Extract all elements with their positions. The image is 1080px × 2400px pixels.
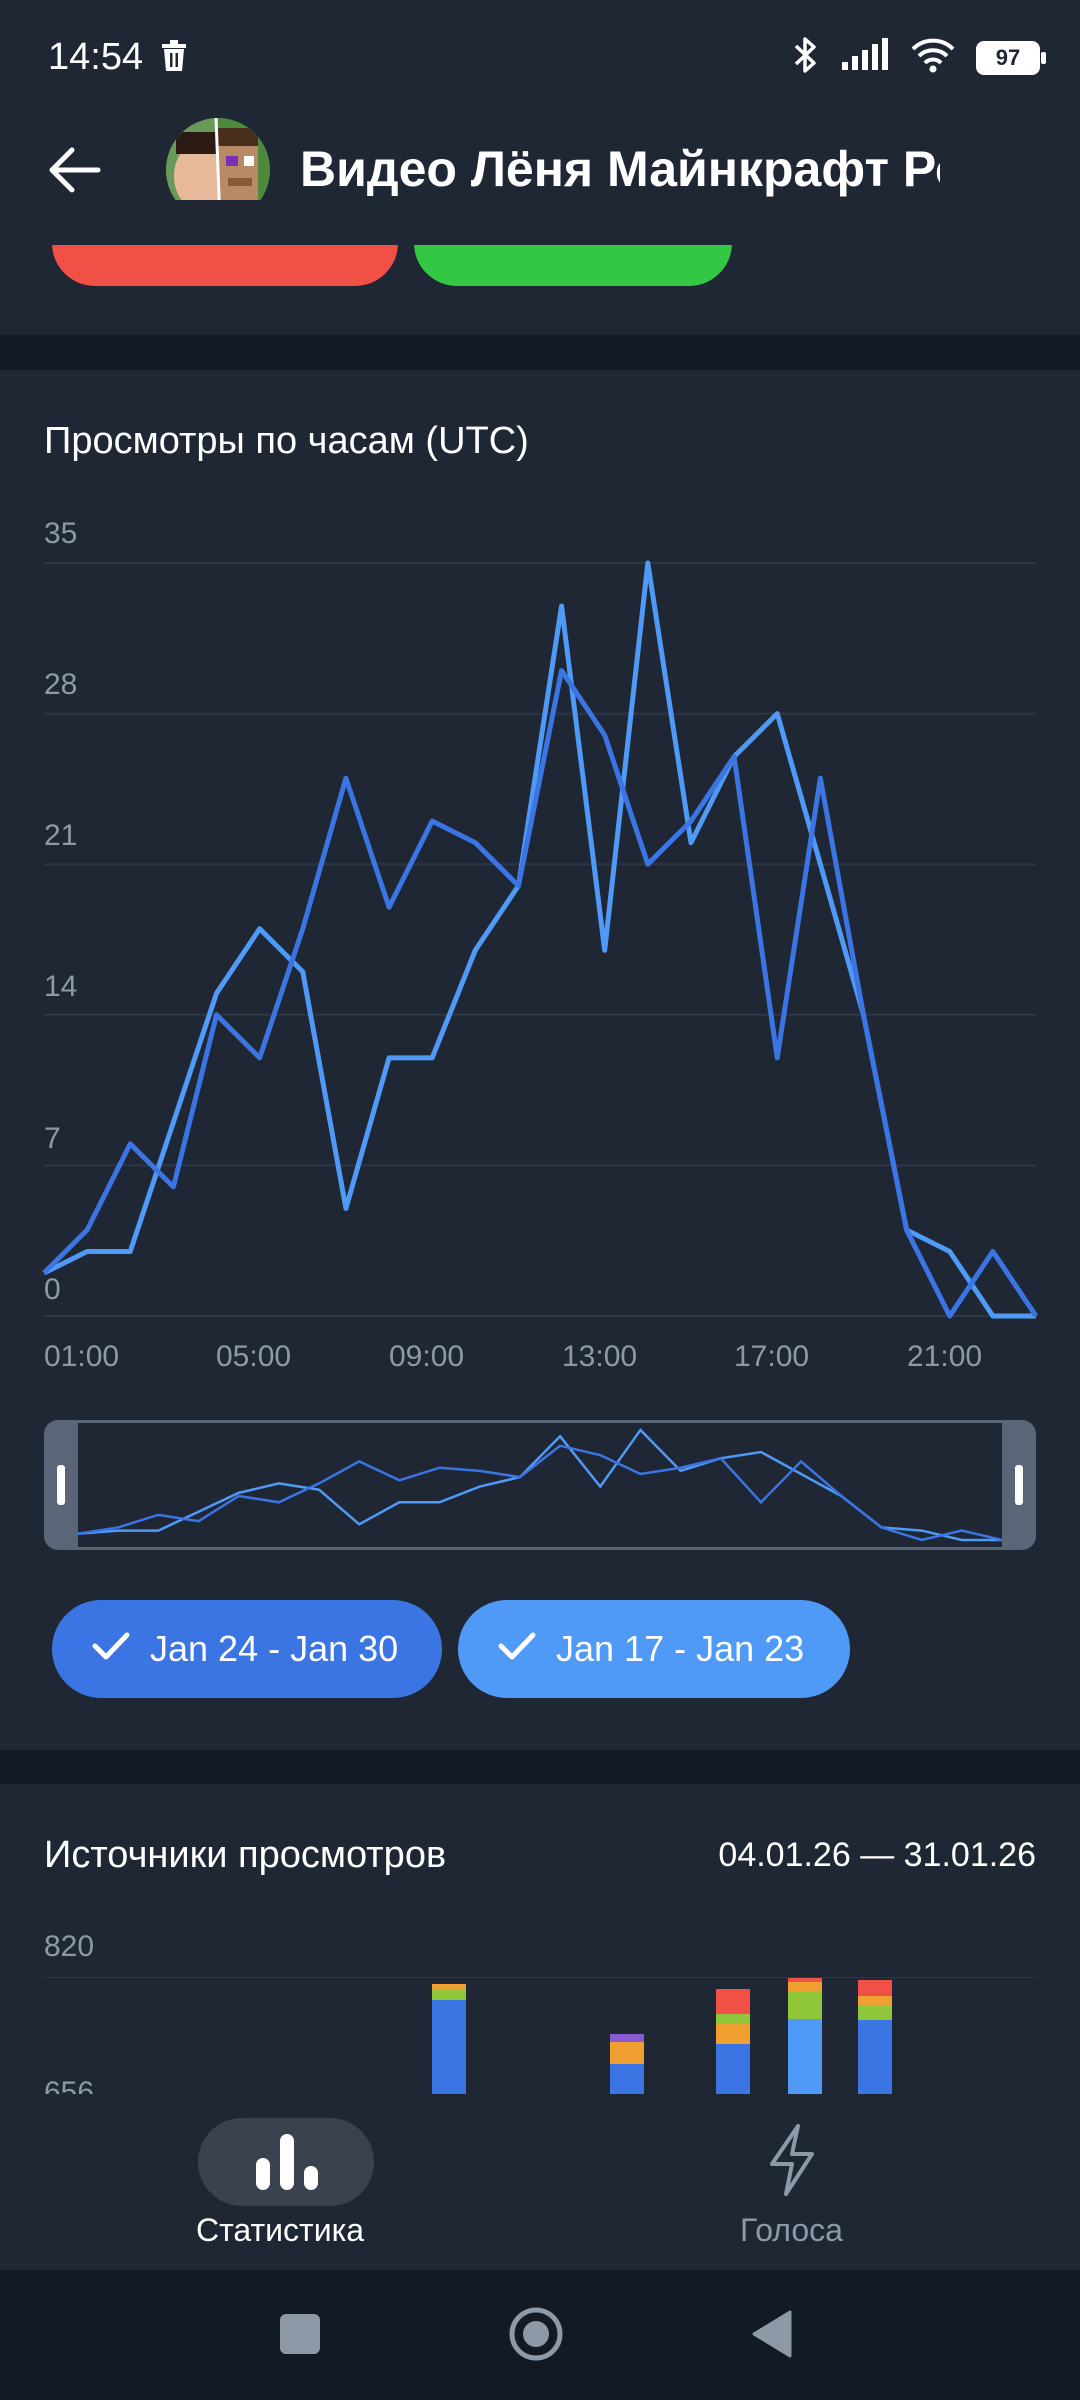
x-tick-label: 05:00 <box>216 1340 292 1373</box>
stacked-bar <box>716 1989 750 2094</box>
range-preview-chart <box>77 1428 1003 1542</box>
nav-item-votes[interactable]: Голоса <box>740 2212 843 2248</box>
y-tick-label: 21 <box>44 819 78 852</box>
series-line <box>42 668 1039 1319</box>
stacked-bar <box>432 1984 466 2094</box>
nav-item-statistics[interactable]: Статистика <box>196 2212 365 2248</box>
y-tick-label: 28 <box>44 668 78 701</box>
sources-date-range[interactable]: 04.01.26 — 31.01.26 <box>718 1836 1036 1874</box>
range-handle-left[interactable] <box>44 1420 78 1550</box>
hourly-line-chart[interactable] <box>0 0 1080 1400</box>
y-tick-label: 820 <box>44 1930 95 1963</box>
gridline <box>44 1977 1036 1978</box>
battery-level: 97 <box>995 44 1021 70</box>
range-window[interactable] <box>78 1420 1002 1550</box>
battery-icon: 97 <box>976 40 1046 75</box>
lightning-icon <box>764 2122 820 2203</box>
recents-button[interactable] <box>280 2314 320 2354</box>
sources-card: Источники просмотров 04.01.26 — 31.01.26… <box>0 1784 1080 2094</box>
check-icon <box>92 1628 130 1670</box>
chip-label: Jan 17 - Jan 23 <box>556 1628 805 1669</box>
trash-icon <box>160 40 188 77</box>
x-tick-label: 01:00 <box>44 1340 120 1373</box>
y-tick-label: 14 <box>44 970 78 1003</box>
series-toggle-jan17[interactable]: Jan 17 - Jan 23 <box>458 1600 850 1698</box>
stacked-bar <box>610 2034 644 2094</box>
status-icons: 97 <box>790 36 1046 79</box>
sources-title: Источники просмотров <box>44 1834 447 1876</box>
bar-chart-icon <box>254 2132 320 2197</box>
stacked-bar <box>858 1980 892 2094</box>
bottom-navigation <box>0 2094 1080 2270</box>
x-tick-label: 13:00 <box>562 1340 638 1373</box>
y-tick-label: 35 <box>44 517 78 550</box>
back-button[interactable] <box>752 2310 792 2363</box>
bluetooth-icon <box>790 36 820 79</box>
x-tick-label: 17:00 <box>734 1340 810 1373</box>
y-tick-label: 0 <box>44 1273 61 1306</box>
status-time: 14:54 <box>48 36 144 78</box>
home-button[interactable] <box>508 2306 564 2367</box>
back-arrow-icon[interactable] <box>48 145 104 200</box>
series-line <box>42 560 1036 1319</box>
preview-series-line <box>77 1444 1003 1542</box>
range-selector[interactable] <box>44 1420 1036 1550</box>
app-bar-overlap <box>0 200 1080 245</box>
check-icon <box>498 1628 536 1670</box>
range-handle-right[interactable] <box>1002 1420 1036 1550</box>
y-tick-label: 7 <box>44 1122 61 1155</box>
signal-icon <box>840 38 890 77</box>
sources-bars[interactable] <box>0 1784 1080 2094</box>
series-toggle-jan24[interactable]: Jan 24 - Jan 30 <box>52 1600 442 1698</box>
page-title: Видео Лёня Майнкрафт Ро <box>300 141 940 197</box>
y-tick-label: 656 <box>44 2076 95 2094</box>
stacked-bar <box>788 1978 822 2094</box>
chip-label: Jan 24 - Jan 30 <box>150 1628 399 1669</box>
wifi-icon <box>910 37 956 78</box>
x-tick-label: 09:00 <box>389 1340 465 1373</box>
x-tick-label: 21:00 <box>907 1340 983 1373</box>
hourly-chart-title: Просмотры по часам (UTC) <box>44 420 529 462</box>
